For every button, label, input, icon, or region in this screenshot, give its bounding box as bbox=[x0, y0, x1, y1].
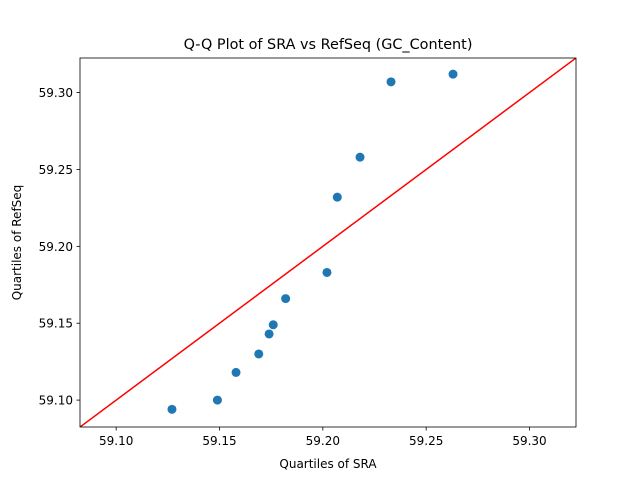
x-tick-label: 59.25 bbox=[409, 434, 443, 448]
x-tick-label: 59.10 bbox=[99, 434, 133, 448]
data-point-11 bbox=[386, 77, 396, 87]
y-tick-label: 59.25 bbox=[39, 163, 73, 177]
y-tick-label: 59.10 bbox=[39, 394, 73, 408]
chart-title: Q-Q Plot of SRA vs RefSeq (GC_Content) bbox=[184, 37, 473, 53]
x-tick-label: 59.20 bbox=[306, 434, 340, 448]
data-point-7 bbox=[281, 294, 291, 304]
x-axis-label: Quartiles of SRA bbox=[279, 457, 377, 471]
data-point-3 bbox=[231, 367, 241, 377]
y-axis-label: Quartiles of RefSeq bbox=[10, 185, 24, 301]
y-tick-label: 59.30 bbox=[39, 86, 73, 100]
data-point-12 bbox=[448, 69, 458, 79]
reference-line bbox=[80, 58, 576, 427]
y-axis: 59.10 59.15 59.20 59.25 59.30 bbox=[39, 86, 80, 408]
x-tick-label: 59.15 bbox=[202, 434, 236, 448]
y-tick-label: 59.20 bbox=[39, 240, 73, 254]
y-tick-label: 59.15 bbox=[39, 317, 73, 331]
data-point-1 bbox=[167, 404, 177, 414]
data-point-10 bbox=[355, 152, 365, 162]
data-point-6 bbox=[268, 320, 278, 330]
data-point-9 bbox=[332, 192, 342, 202]
plot-frame bbox=[79, 57, 577, 428]
data-point-2 bbox=[212, 395, 222, 405]
data-point-4 bbox=[254, 349, 264, 359]
data-point-5 bbox=[264, 329, 274, 339]
data-point-8 bbox=[322, 267, 332, 277]
x-tick-label: 59.30 bbox=[512, 434, 546, 448]
x-axis: 59.10 59.15 59.20 59.25 59.30 bbox=[99, 427, 547, 448]
